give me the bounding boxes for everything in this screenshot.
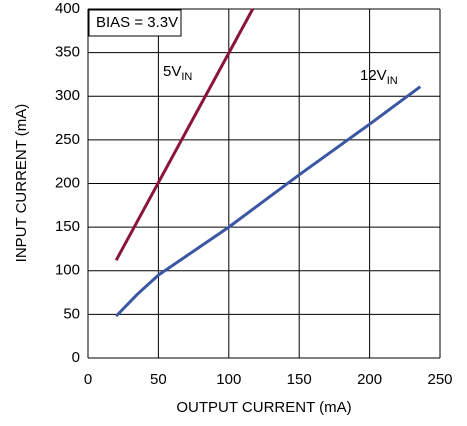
y-tick-label: 300 [55, 87, 80, 104]
x-tick-label: 150 [287, 371, 312, 388]
annotation-box [88, 9, 182, 37]
x-tick-label: 250 [427, 371, 452, 388]
series-name: 12V [360, 67, 387, 84]
series-subscript: IN [181, 71, 192, 83]
y-tick-label: 100 [55, 262, 80, 279]
x-tick-label: 200 [357, 371, 382, 388]
series-line [115, 85, 422, 318]
y-tick-label: 400 [55, 0, 80, 17]
y-tick-label: 250 [55, 131, 80, 148]
y-tick-label: 150 [55, 218, 80, 235]
series-name: 5V [163, 63, 181, 80]
y-tick-label: 200 [55, 174, 80, 191]
x-axis-label: OUTPUT CURRENT (mA) [176, 399, 351, 416]
y-tick-label: 0 [72, 349, 80, 366]
y-tick-label: 350 [55, 44, 80, 61]
series-label: 12VIN [360, 67, 398, 87]
y-tick-label: 50 [63, 305, 80, 322]
x-tick-label: 0 [84, 371, 92, 388]
annotation: BIAS = 3.3V [96, 14, 178, 31]
series-line [114, 8, 255, 261]
x-tick-label: 100 [216, 371, 241, 388]
series-subscript: IN [387, 75, 398, 87]
series-label: 5VIN [163, 63, 192, 83]
x-tick-label: 50 [150, 371, 167, 388]
y-axis-label: INPUT CURRENT (mA) [13, 104, 30, 263]
